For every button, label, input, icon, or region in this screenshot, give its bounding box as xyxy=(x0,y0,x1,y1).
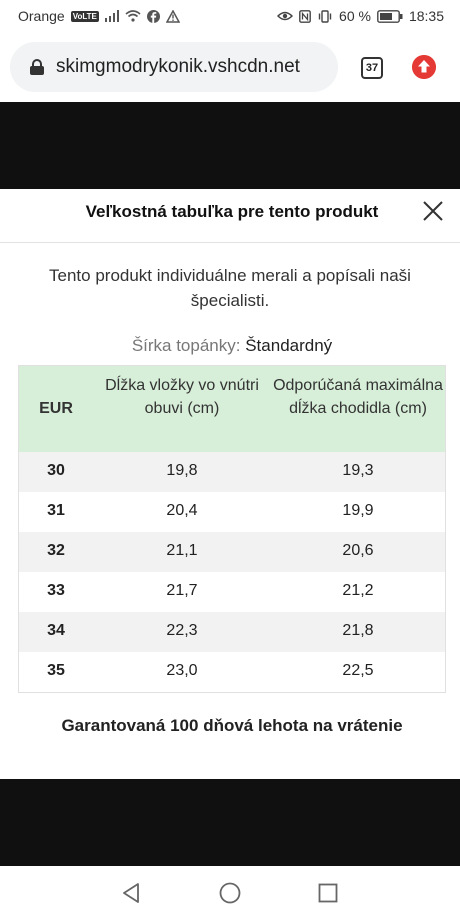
table-row: 33 21,7 21,2 xyxy=(19,572,445,612)
size-table: EUR Dĺžka vložky vo vnútri obuvi (cm) Od… xyxy=(18,365,446,693)
intro-text: Tento produkt individuálne merali a popí… xyxy=(49,266,411,310)
table-row: 30 19,8 19,3 xyxy=(19,452,445,492)
cell-insole-length: 19,8 xyxy=(166,462,198,479)
table-row: 31 20,4 19,9 xyxy=(19,492,445,532)
warning-icon xyxy=(165,9,180,23)
address-bar[interactable]: skimgmodrykonik.vshcdn.net xyxy=(10,42,338,92)
page-backdrop-bottom xyxy=(0,779,460,866)
cell-insole-length: 21,7 xyxy=(166,582,198,599)
volte-badge: VoLTE xyxy=(70,10,99,22)
cell-eur: 33 xyxy=(47,582,65,599)
url-text[interactable]: skimgmodrykonik.vshcdn.net xyxy=(56,56,300,77)
status-bar-right: 60 % 18:35 xyxy=(277,8,444,24)
modal-header: Veľkostná tabuľka pre tento produkt xyxy=(0,189,460,243)
home-circle-icon[interactable] xyxy=(218,881,242,905)
cell-eur: 32 xyxy=(47,542,65,559)
eye-icon xyxy=(277,11,294,21)
shoe-width-value: Štandardný xyxy=(245,336,333,355)
status-bar: Orange VoLTE xyxy=(0,0,460,32)
nfc-icon xyxy=(299,9,311,23)
cell-insole-length: 21,1 xyxy=(166,542,198,559)
facebook-icon xyxy=(146,9,160,23)
size-chart-modal: Veľkostná tabuľka pre tento produkt Tent… xyxy=(0,189,460,779)
carrier-name: Orange xyxy=(18,8,65,24)
status-bar-left: Orange VoLTE xyxy=(18,8,180,24)
header-max-foot-length: Odporúčaná maximálna dĺžka chodidla (cm) xyxy=(273,377,443,417)
wifi-icon xyxy=(125,10,141,22)
return-guarantee-text: Garantovaná 100 dňová lehota na vrátenie xyxy=(61,716,403,735)
clock: 18:35 xyxy=(408,8,444,24)
modal-title: Veľkostná tabuľka pre tento produkt xyxy=(85,202,379,221)
cell-max-foot-length: 20,6 xyxy=(342,542,374,559)
cell-insole-length: 20,4 xyxy=(166,502,198,519)
system-navigation-bar xyxy=(0,866,460,920)
shoe-width-line: Šírka topánky: Štandardný xyxy=(0,336,460,356)
close-icon[interactable] xyxy=(420,198,446,224)
table-header-row: EUR Dĺžka vložky vo vnútri obuvi (cm) Od… xyxy=(19,366,445,452)
tab-switcher-button[interactable]: 37 xyxy=(361,57,383,79)
battery-percentage: 60 % xyxy=(339,8,371,24)
cell-eur: 31 xyxy=(47,502,65,519)
table-row: 34 22,3 21,8 xyxy=(19,612,445,652)
recents-square-icon[interactable] xyxy=(316,881,340,905)
table-row: 35 23,0 22,5 xyxy=(19,652,445,692)
cell-max-foot-length: 21,2 xyxy=(342,582,374,599)
cell-max-foot-length: 21,8 xyxy=(342,622,374,639)
cell-insole-length: 22,3 xyxy=(166,622,198,639)
header-insole-length: Dĺžka vložky vo vnútri obuvi (cm) xyxy=(105,377,259,417)
vibrate-icon xyxy=(318,9,332,23)
battery-icon xyxy=(377,9,403,23)
table-row: 32 21,1 20,6 xyxy=(19,532,445,572)
cell-eur: 35 xyxy=(47,662,65,679)
signal-icon xyxy=(104,10,119,22)
cell-eur: 34 xyxy=(47,622,65,639)
cell-insole-length: 23,0 xyxy=(166,662,198,679)
shoe-width-label: Šírka topánky: xyxy=(131,336,241,355)
back-triangle-icon[interactable] xyxy=(119,881,143,905)
header-eur: EUR xyxy=(39,400,73,417)
cell-max-foot-length: 19,3 xyxy=(342,462,374,479)
lock-icon xyxy=(30,59,44,75)
cell-eur: 30 xyxy=(47,462,65,479)
cell-max-foot-length: 19,9 xyxy=(342,502,374,519)
cell-max-foot-length: 22,5 xyxy=(342,662,374,679)
browser-toolbar: skimgmodrykonik.vshcdn.net 37 xyxy=(0,32,460,102)
page-backdrop-top xyxy=(0,102,460,189)
update-arrow-icon[interactable] xyxy=(412,55,436,79)
